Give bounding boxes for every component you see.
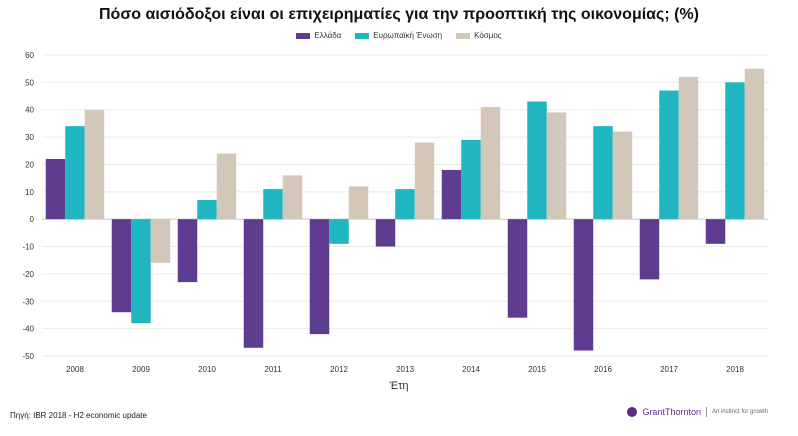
- bar: [282, 175, 303, 220]
- y-tick-label: -50: [22, 352, 34, 361]
- bar: [639, 219, 660, 280]
- bar: [216, 153, 237, 220]
- bar: [65, 126, 85, 220]
- x-tick-label: 2014: [462, 365, 480, 374]
- bar: [150, 219, 171, 263]
- legend-item-greece: Ελλάδα: [296, 31, 341, 40]
- grant-thornton-logo-icon: [627, 407, 638, 417]
- chart-legend: Ελλάδα Ευρωπαϊκή Ένωση Κόσμος: [0, 31, 798, 40]
- bar: [131, 219, 151, 324]
- x-tick-label: 2008: [66, 365, 84, 374]
- brand-name: GrantThornton: [642, 407, 701, 417]
- x-tick-label: 2013: [396, 365, 414, 374]
- y-tick-label: 20: [25, 160, 34, 169]
- bar: [725, 82, 745, 220]
- chart-title: Πόσο αισιόδοξοι είναι οι επιχειρηματίες …: [98, 6, 699, 23]
- y-tick-label: 60: [25, 51, 34, 60]
- x-axis-title: Έτη: [389, 380, 409, 392]
- logo-divider: [705, 407, 707, 417]
- bar: [480, 106, 501, 220]
- bar: [348, 186, 369, 220]
- brand-tagline: An instinct for growth: [711, 409, 768, 415]
- y-tick-label: -40: [22, 325, 34, 334]
- bar: [197, 200, 217, 220]
- y-tick-label: 30: [25, 133, 34, 142]
- bar: [527, 101, 547, 220]
- bar: [309, 219, 330, 335]
- x-tick-label: 2015: [528, 365, 546, 374]
- bar: [414, 142, 435, 220]
- grant-thornton-logo: GrantThornton An instinct for growth: [627, 407, 768, 417]
- bar: [612, 131, 633, 220]
- y-tick-label: 50: [25, 78, 34, 87]
- bar: [84, 109, 105, 220]
- bar: [507, 219, 528, 318]
- legend-item-eu: Ευρωπαϊκή Ένωση: [355, 31, 442, 40]
- x-tick-label: 2017: [660, 365, 678, 374]
- bar: [441, 169, 462, 220]
- y-tick-label: -10: [22, 243, 34, 252]
- y-tick-label: -20: [22, 270, 34, 279]
- legend-label-world: Κόσμος: [474, 31, 502, 40]
- bar: [243, 219, 264, 348]
- bar: [659, 90, 679, 220]
- x-tick-label: 2018: [726, 365, 744, 374]
- legend-swatch-greece: [296, 32, 311, 39]
- x-tick-label: 2011: [264, 365, 282, 374]
- legend-label-eu: Ευρωπαϊκή Ένωση: [373, 31, 443, 40]
- bar: [744, 68, 765, 220]
- x-tick-label: 2009: [132, 365, 150, 374]
- bar: [593, 126, 613, 220]
- y-tick-label: 10: [25, 188, 34, 197]
- x-tick-label: 2012: [330, 365, 348, 374]
- legend-label-greece: Ελλάδα: [314, 31, 342, 40]
- x-tick-label: 2010: [198, 365, 216, 374]
- bar: [395, 189, 415, 220]
- y-tick-label: 0: [30, 215, 35, 224]
- bar: [111, 219, 132, 313]
- bar: [461, 139, 481, 220]
- bar: [263, 189, 283, 220]
- legend-item-world: Κόσμος: [456, 31, 502, 40]
- legend-swatch-world: [456, 32, 471, 39]
- y-tick-label: -30: [22, 297, 34, 306]
- bar: [45, 158, 66, 220]
- source-note: Πηγή: IBR 2018 - H2 economic update: [10, 411, 147, 420]
- bar: [329, 219, 349, 244]
- bar: [546, 112, 567, 220]
- bar: [678, 76, 699, 220]
- bar: [177, 219, 198, 283]
- legend-swatch-eu: [355, 32, 370, 39]
- y-tick-label: 40: [25, 106, 34, 115]
- x-tick-label: 2016: [594, 365, 612, 374]
- bar: [705, 219, 726, 244]
- bar: [573, 219, 594, 351]
- bar: [375, 219, 396, 247]
